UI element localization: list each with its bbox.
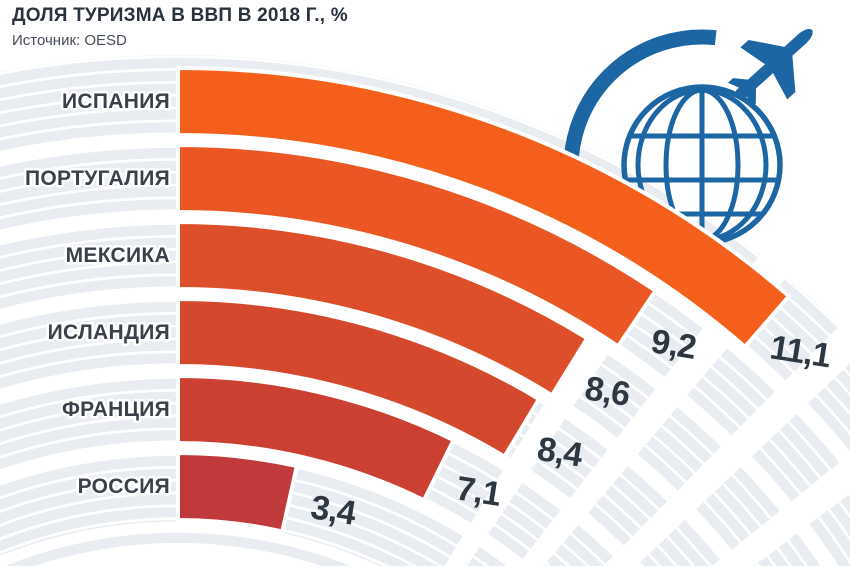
airplane-icon <box>727 29 813 109</box>
background-stripe-arc <box>5 532 351 566</box>
page-title: ДОЛЯ ТУРИЗМА В ВВП В 2018 Г., % <box>12 5 348 26</box>
bars <box>176 65 792 534</box>
ring-gap-band <box>0 288 742 566</box>
bar-iceland <box>176 296 542 460</box>
value-label-france: 7,1 <box>453 469 503 513</box>
value-labels: 11,1 9,2 8,6 8,4 7,1 3,4 <box>308 322 833 532</box>
value-label-mexico: 8,6 <box>582 369 632 413</box>
category-label-spain: ИСПАНИЯ <box>62 90 170 113</box>
inner-white-mask <box>34 543 322 566</box>
bar-portugal <box>176 142 659 350</box>
ring-gap-band <box>0 521 380 566</box>
value-label-iceland: 8,4 <box>535 430 586 475</box>
category-label-portugal: ПОРТУГАЛИЯ <box>25 167 170 190</box>
globe-airplane-icon <box>563 29 813 246</box>
ring-gap-band <box>0 134 850 473</box>
ring-gap-band <box>0 365 641 566</box>
bar-russia <box>176 450 300 534</box>
category-label-iceland: ИСЛАНДИЯ <box>48 321 170 344</box>
orbit-swoosh-icon <box>563 29 717 183</box>
category-label-russia: РОССИЯ <box>78 475 170 498</box>
value-label-spain: 11,1 <box>767 328 833 375</box>
value-label-russia: 3,4 <box>308 488 359 533</box>
background-stripe-arc <box>0 58 850 355</box>
source-label: Источник: OESD <box>12 32 127 49</box>
ring-gap-band <box>0 211 837 566</box>
category-label-mexico: МЕКСИКА <box>66 244 170 267</box>
bar-mexico <box>176 219 590 399</box>
background-spoke <box>712 453 850 566</box>
globe-grid-icon <box>626 89 778 241</box>
bar-france <box>176 373 457 503</box>
bar-spain <box>176 65 792 350</box>
value-label-portugal: 9,2 <box>649 322 699 366</box>
category-labels: ИСПАНИЯ ПОРТУГАЛИЯ МЕКСИКА ИСЛАНДИЯ ФРАНЦИЯ Р… <box>23 88 173 501</box>
ring-gap-band <box>0 442 528 566</box>
category-label-france: ФРАНЦИЯ <box>62 398 170 421</box>
